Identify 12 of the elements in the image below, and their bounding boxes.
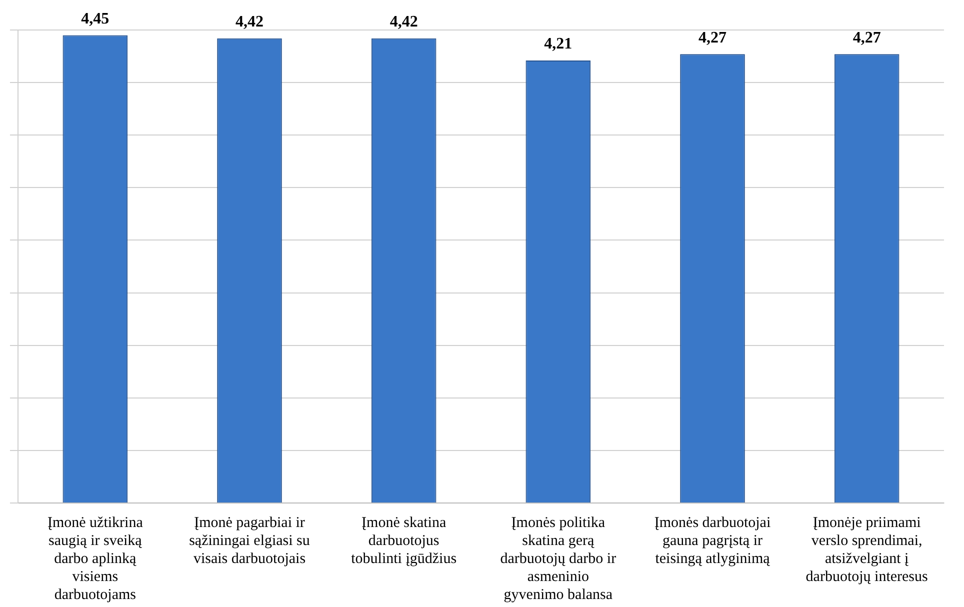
data-label: 4,42	[236, 14, 264, 31]
x-tick-label: Įmonė skatina darbuotojus tobulinti įgūdžius	[351, 514, 457, 567]
x-tick-label: Įmonė užtikrina saugią ir sveiką darbo aplinką visiems darbuotojams	[47, 514, 144, 603]
data-label: 4,27	[698, 29, 726, 46]
x-tick-label: Įmonėje priimami verslo sprendimai, atsižvelgiant į darbuotojų interesus	[806, 514, 928, 585]
data-label: 4,42	[390, 14, 418, 31]
data-label: 4,21	[544, 36, 572, 53]
x-tick-label: Įmonė pagarbiai ir sąžiningai elgiasi su visais darbuotojais	[189, 514, 310, 567]
data-label: 4,27	[852, 29, 881, 46]
data-label: 4,45	[81, 10, 110, 28]
x-tick-label: Įmonės politika skatina gerą darbuotojų darbo ir asmeninio gyvenimo balansa	[500, 514, 616, 603]
x-tick-label: Įmonės darbuotojai gauna pagrįstą ir teisingą atlyginimą	[654, 514, 771, 567]
